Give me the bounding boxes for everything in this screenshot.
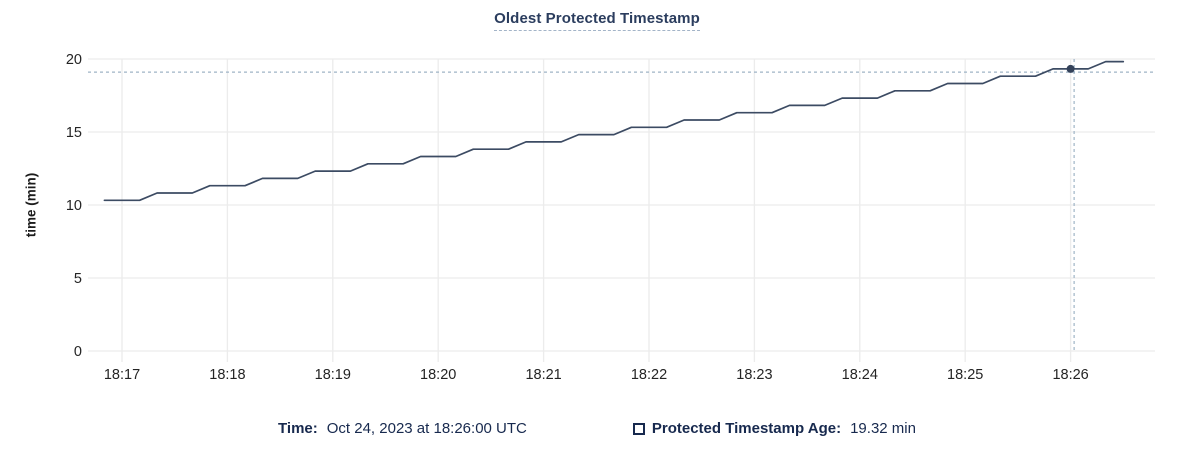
chart-title[interactable]: Oldest Protected Timestamp <box>494 10 700 31</box>
x-tick-label: 18:20 <box>420 367 456 383</box>
legend-time-item: Time: Oct 24, 2023 at 18:26:00 UTC <box>278 420 527 437</box>
y-tick-label: 5 <box>74 271 82 287</box>
y-tick-label: 15 <box>66 125 82 141</box>
x-tick-label: 18:23 <box>736 367 772 383</box>
x-tick-label: 18:25 <box>947 367 983 383</box>
x-tick-label: 18:19 <box>315 367 351 383</box>
legend-time-label: Time: <box>278 420 318 437</box>
chart-legend: Time: Oct 24, 2023 at 18:26:00 UTC Prote… <box>0 420 1194 437</box>
chart-title-row: Oldest Protected Timestamp <box>0 10 1194 31</box>
legend-time-value: Oct 24, 2023 at 18:26:00 UTC <box>326 420 527 437</box>
legend-series-marker <box>632 422 645 435</box>
x-tick-label: 18:26 <box>1052 367 1088 383</box>
y-tick-label: 10 <box>66 198 82 214</box>
x-tick-label: 18:17 <box>104 367 140 383</box>
series-line <box>103 60 1125 202</box>
hover-point <box>1066 64 1075 73</box>
x-tick-label: 18:24 <box>842 367 878 383</box>
legend-series-toggle[interactable]: Protected Timestamp Age: 19.32 min <box>632 420 916 437</box>
x-tick-label: 18:21 <box>525 367 561 383</box>
y-tick-label: 20 <box>66 52 82 68</box>
x-tick-label: 18:18 <box>209 367 245 383</box>
legend-series-value: 19.32 min <box>850 420 916 437</box>
legend-series-label: Protected Timestamp Age: <box>651 420 842 437</box>
x-tick-label: 18:22 <box>631 367 667 383</box>
y-tick-label: 0 <box>74 344 82 360</box>
